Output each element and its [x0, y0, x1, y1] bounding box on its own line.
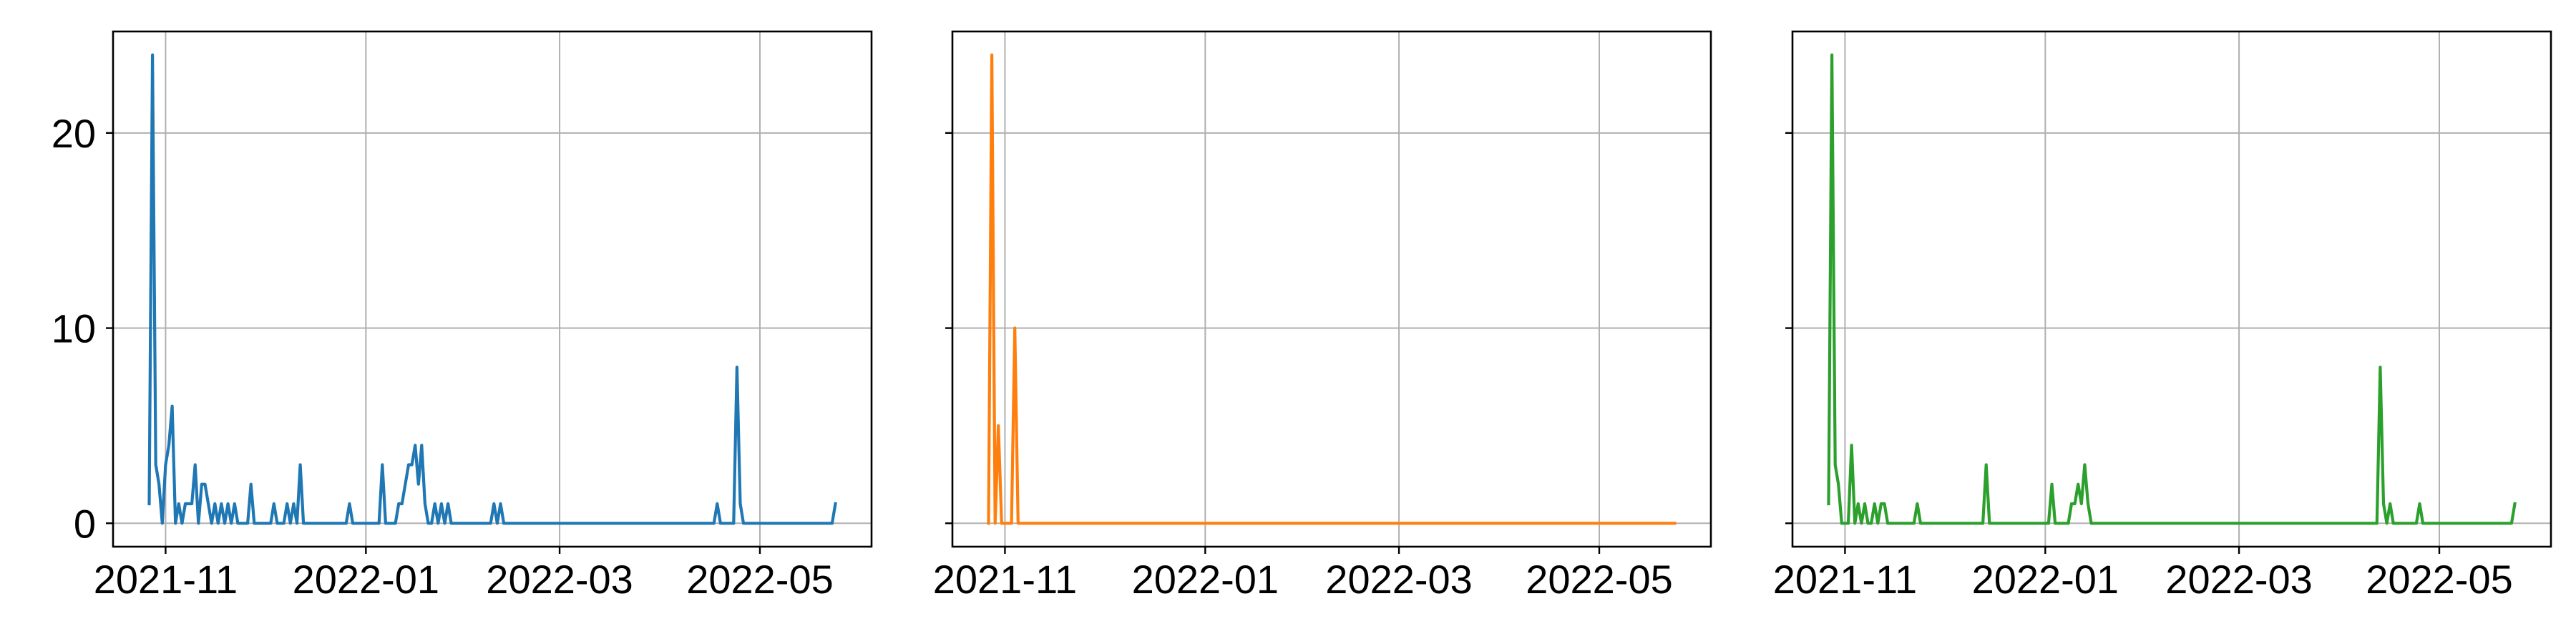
subplot-2: 2021-11 2022-01 2022-03 2022-05: [933, 30, 1712, 602]
y-tick-label: 20: [52, 111, 96, 156]
x-tick-label: 2021-11: [933, 557, 1077, 602]
x-tick-label: 2022-03: [486, 557, 633, 602]
y-tick-label: 10: [52, 306, 96, 351]
x-tick-label: 2022-01: [1972, 557, 2119, 602]
axes-frame: [1791, 30, 2552, 548]
series-line: [987, 53, 1677, 525]
series-line: [1827, 53, 2517, 525]
x-tick-label: 2022-03: [2165, 557, 2313, 602]
x-tick-label: 2021-11: [1773, 557, 1917, 602]
axes-frame: [112, 30, 873, 548]
axes-frame: [951, 30, 1712, 548]
x-tick-label: 2021-11: [94, 557, 238, 602]
series-line: [147, 53, 837, 525]
x-tick-label: 2022-01: [293, 557, 440, 602]
x-tick-label: 2022-05: [686, 557, 834, 602]
x-tick-label: 2022-01: [1132, 557, 1279, 602]
x-tick-label: 2022-05: [1526, 557, 1673, 602]
subplot-3: 2021-11 2022-01 2022-03 2022-05: [1773, 30, 2552, 602]
y-tick-label: 0: [74, 501, 96, 546]
x-tick-label: 2022-03: [1325, 557, 1473, 602]
subplot-1: 2021-11 2022-01 2022-03 2022-05 0 10 20: [52, 30, 873, 602]
x-tick-label: 2022-05: [2366, 557, 2513, 602]
